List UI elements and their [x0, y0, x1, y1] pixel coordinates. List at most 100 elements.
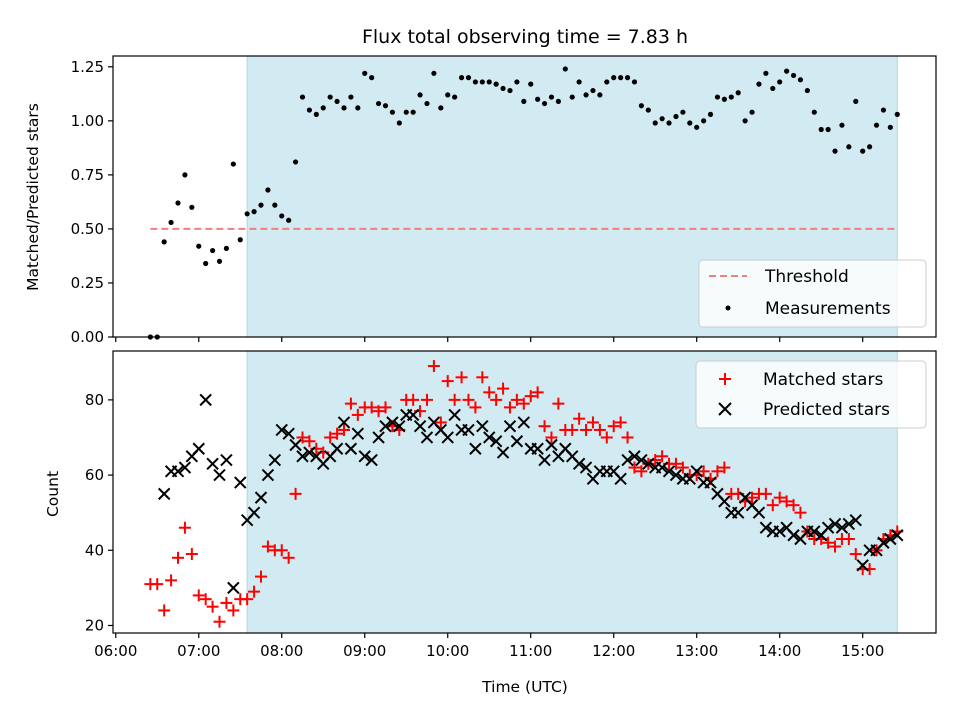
- measurement-point: [472, 79, 478, 85]
- measurement-point: [590, 87, 596, 94]
- matched-point: [427, 360, 440, 373]
- measurement-point: [431, 70, 437, 76]
- measurement-point: [583, 92, 589, 98]
- measurement-point: [493, 81, 499, 87]
- x-tick-label: 09:00: [343, 642, 386, 660]
- measurement-point: [666, 120, 672, 126]
- predicted-point: [275, 423, 288, 437]
- matched-point: [469, 401, 482, 414]
- predicted-point: [227, 581, 240, 595]
- predicted-point: [448, 408, 461, 422]
- measurement-point: [777, 79, 783, 85]
- matched-point: [669, 457, 682, 470]
- measurement-point: [479, 79, 485, 85]
- x-tick-label: 13:00: [675, 642, 718, 660]
- matched-point: [766, 499, 779, 512]
- measurement-point: [438, 105, 444, 111]
- matched-point: [337, 423, 350, 436]
- measurement-point: [348, 94, 354, 100]
- measurement-point: [230, 161, 236, 167]
- predicted-point: [572, 457, 586, 471]
- matched-point: [773, 491, 786, 504]
- matched-point: [351, 408, 364, 421]
- matched-point: [213, 615, 226, 628]
- predicted-point: [642, 457, 655, 471]
- predicted-point: [503, 419, 517, 433]
- predicted-point: [469, 442, 482, 455]
- predicted-point: [496, 446, 510, 459]
- matched-point: [510, 393, 523, 406]
- measurement-point: [168, 219, 174, 226]
- measurement-point: [369, 75, 375, 81]
- matched-point: [635, 465, 648, 478]
- measurement-point: [528, 81, 534, 87]
- measurement-point: [825, 126, 831, 133]
- measurement-point: [292, 159, 299, 165]
- measurement-point: [860, 148, 866, 154]
- matched-point: [545, 431, 558, 444]
- matched-point: [331, 427, 344, 440]
- x-tick-label: 12:00: [592, 642, 635, 660]
- predicted-point: [821, 521, 835, 534]
- matched-point: [580, 423, 593, 436]
- matched-point: [531, 386, 544, 399]
- matched-point: [842, 533, 855, 545]
- matched-point: [490, 393, 503, 406]
- ratio-y-tick-label: 0.25: [71, 274, 104, 292]
- matched-point: [455, 371, 468, 384]
- measurement-point: [839, 122, 845, 128]
- predicted-point: [282, 427, 295, 440]
- matched-point: [255, 570, 268, 583]
- y-axis-title-ratio: Matched/Predicted stars: [24, 103, 42, 291]
- matched-point: [524, 390, 537, 403]
- matched-point: [849, 548, 862, 561]
- predicted-point: [365, 453, 378, 467]
- predicted-point: [787, 529, 800, 542]
- measurement-point: [880, 107, 887, 113]
- measurement-point: [396, 120, 402, 126]
- measurement-point: [320, 105, 326, 111]
- x-tick-label: 06:00: [94, 642, 137, 660]
- measurement-point: [500, 85, 506, 92]
- matched-point: [192, 589, 205, 602]
- predicted-point: [891, 529, 904, 542]
- matched-legend-swatch: [719, 373, 731, 385]
- predicted-legend-swatch: [718, 402, 732, 416]
- matched-point: [676, 461, 689, 474]
- count-panel: 20 40 60 80 06:00 07:00 08:00 09:00 10:00 11:00 12…: [85, 350, 937, 660]
- count-legend-box: [695, 360, 927, 429]
- predicted-point: [476, 419, 489, 433]
- measurements-legend-label: Measurements: [765, 299, 891, 319]
- matched-point: [289, 487, 302, 500]
- measurement-point: [541, 100, 548, 107]
- predicted-point: [330, 442, 344, 455]
- predicted-point: [254, 491, 268, 504]
- measurement-point: [327, 94, 333, 100]
- predicted-point: [247, 506, 261, 519]
- measurement-point: [223, 245, 230, 251]
- predicted-point: [545, 438, 558, 452]
- measurement-point: [465, 75, 472, 81]
- predicted-point: [731, 506, 745, 519]
- x-tick-label: 08:00: [260, 642, 303, 660]
- ratio-axes-frame: [112, 55, 937, 338]
- measurement-point: [375, 100, 382, 107]
- predicted-point: [690, 465, 703, 478]
- predicted-point: [773, 525, 786, 538]
- predicted-point: [379, 419, 392, 433]
- predicted-point: [413, 419, 427, 433]
- measurement-point: [203, 260, 209, 267]
- count-axes-frame: [112, 350, 937, 634]
- measurement-point: [389, 109, 396, 115]
- matched-point: [614, 416, 627, 429]
- matched-point: [365, 401, 378, 414]
- measurement-point: [216, 258, 223, 264]
- measurement-point: [784, 68, 790, 74]
- matched-point: [296, 431, 309, 444]
- predicted-point: [849, 513, 862, 527]
- predicted-point: [337, 416, 351, 429]
- matched-point: [628, 461, 641, 474]
- measurement-point: [279, 213, 285, 219]
- count-y-tick-label: 60: [85, 466, 104, 484]
